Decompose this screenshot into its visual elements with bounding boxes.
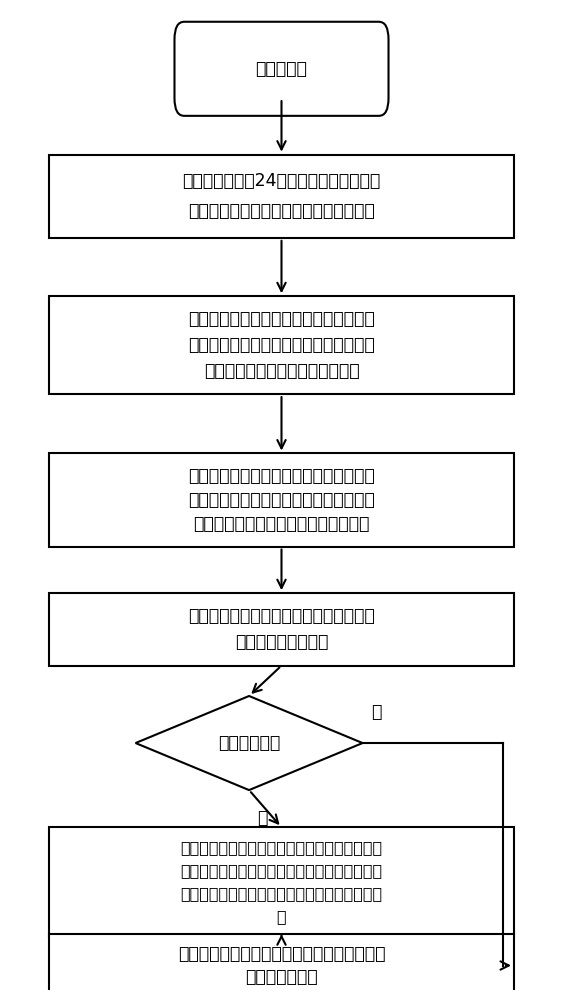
FancyBboxPatch shape: [175, 22, 388, 116]
Text: 由次要目标函数和约束条件组成的优化模型并求: 由次要目标函数和约束条件组成的优化模型并求: [180, 886, 383, 901]
Text: 得到光伏集群就地消纳方案为所需方案，停止: 得到光伏集群就地消纳方案为所需方案，停止: [178, 945, 385, 963]
Text: 以由优先目标函数和约束条件组成的优化问题中: 以由优先目标函数和约束条件组成的优化问题中: [180, 840, 383, 855]
Text: 以系统运行成本最小为次要目标函数的第: 以系统运行成本最小为次要目标函数的第: [188, 310, 375, 328]
Bar: [49, 593, 514, 666]
Bar: [49, 453, 514, 547]
Text: 群的功率消纳率最高建立优先目标函数；: 群的功率消纳率最高建立优先目标函数；: [188, 202, 375, 220]
Text: 解: 解: [276, 909, 287, 924]
Text: 最优解唯一吗: 最优解唯一吗: [218, 734, 280, 752]
Text: 约束条件，立就地消纳模型所要满足的火: 约束条件，立就地消纳模型所要满足的火: [188, 491, 375, 509]
Polygon shape: [136, 696, 363, 790]
Text: 最优解时的所有就地消纳方案为寻优范围，建立: 最优解时的所有就地消纳方案为寻优范围，建立: [180, 863, 383, 878]
Text: 初始化数据: 初始化数据: [256, 60, 307, 78]
Text: 是: 是: [371, 703, 381, 721]
Text: 建立就地消纳模型所要满足的储能相关的: 建立就地消纳模型所要满足的储能相关的: [188, 466, 375, 485]
Bar: [49, 155, 514, 238]
Text: 否: 否: [257, 809, 268, 827]
Bar: [49, 827, 514, 937]
Text: 为次要目标函数的第二个子目标；: 为次要目标函数的第二个子目标；: [204, 362, 359, 380]
Bar: [49, 934, 514, 997]
Text: 一个子目标，以储能电量越限惩罚量最小: 一个子目标，以储能电量越限惩罚量最小: [188, 336, 375, 354]
Bar: [49, 296, 514, 394]
Text: 优化问题进行求解；: 优化问题进行求解；: [235, 633, 328, 651]
Text: 首先对由优先目标函数和约束条件组成的: 首先对由优先目标函数和约束条件组成的: [188, 607, 375, 625]
Text: 计算，输出结果: 计算，输出结果: [245, 968, 318, 986]
Text: 电机组相关的约束条件，其他必要约束: 电机组相关的约束条件，其他必要约束: [193, 516, 370, 534]
Text: 将未来一天分为24个调度时段，以光伏集: 将未来一天分为24个调度时段，以光伏集: [182, 172, 381, 190]
